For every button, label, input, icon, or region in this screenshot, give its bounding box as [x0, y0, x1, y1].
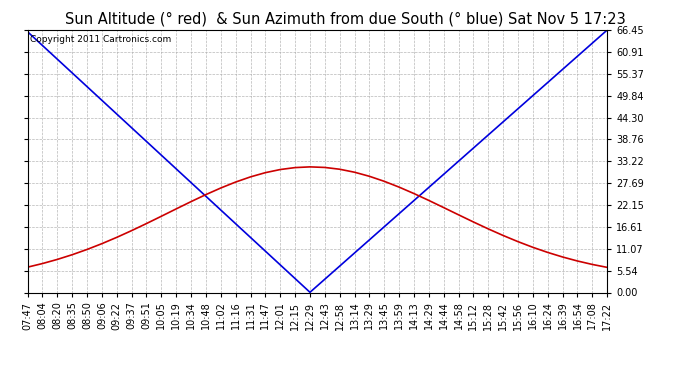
Text: Copyright 2011 Cartronics.com: Copyright 2011 Cartronics.com	[30, 35, 172, 44]
Text: Sun Altitude (° red)  & Sun Azimuth from due South (° blue) Sat Nov 5 17:23: Sun Altitude (° red) & Sun Azimuth from …	[65, 11, 625, 26]
